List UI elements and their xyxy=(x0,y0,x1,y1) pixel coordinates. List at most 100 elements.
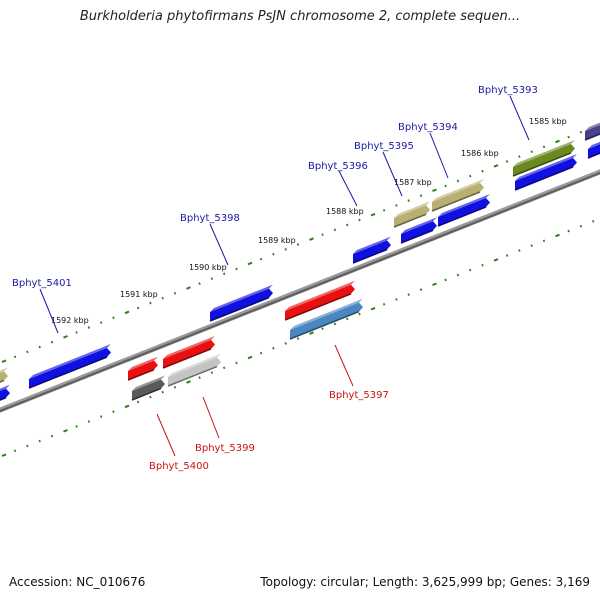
lower-tick-mark xyxy=(161,390,164,394)
upper-tick-mark xyxy=(75,331,78,334)
gene-partial-right-top xyxy=(585,122,600,131)
gene-bphyt-5393[interactable] xyxy=(512,139,575,177)
gene-partial-right-sub-top xyxy=(588,141,600,149)
gene-bphyt-5393-face xyxy=(513,143,575,176)
gene-bphyt-5398[interactable] xyxy=(209,284,273,322)
upper-tick-mark xyxy=(555,139,560,144)
gene-labels: Bphyt_5393 Bphyt_5394 Bphyt_5395 Bphyt_5… xyxy=(12,85,538,472)
upper-tick-mark xyxy=(50,340,54,344)
upper-tick-mark xyxy=(542,145,546,149)
gene-bphyt-5394-top xyxy=(432,178,484,202)
gene-label-bphyt-5396[interactable]: Bphyt_5396 xyxy=(308,161,368,172)
upper-tick-mark xyxy=(419,194,423,198)
leader-line-bphyt-5401 xyxy=(39,288,59,334)
upper-tick-mark xyxy=(136,306,140,310)
upper-tick-mark xyxy=(530,150,533,154)
gene-bphyt-5400-sub-top xyxy=(132,375,165,391)
upper-tick-mark xyxy=(100,321,103,324)
gene-partial-right-face xyxy=(585,125,600,140)
lower-tick-mark xyxy=(407,293,410,296)
gene-bphyt-5393-sub-top xyxy=(515,153,577,181)
gene-bphyt-5401-shadow xyxy=(28,356,108,389)
gene-bphyt-5399-sub-face xyxy=(168,357,221,386)
gene-bphyt-5396[interactable] xyxy=(352,236,391,264)
gene-label-bphyt-5394[interactable]: Bphyt_5394 xyxy=(398,122,458,133)
gene-partial-left-sub-shadow xyxy=(0,396,7,401)
lower-tick-mark xyxy=(223,366,226,370)
gene-label-bphyt-5398[interactable]: Bphyt_5398 xyxy=(180,213,240,224)
gene-bphyt-5393-sub-shadow xyxy=(514,166,574,191)
leader-line-bphyt-5400 xyxy=(156,413,176,457)
gene-bphyt-5395-sub-top xyxy=(401,217,437,234)
upper-tick-mark xyxy=(284,248,287,251)
gene-bphyt-5394-sub[interactable] xyxy=(437,193,490,227)
upper-tick-mark xyxy=(382,208,386,212)
upper-tick-mark xyxy=(247,261,253,266)
gene-bphyt-5399[interactable] xyxy=(162,335,215,369)
gene-bphyt-5398-face xyxy=(210,288,273,321)
gene-partial-right[interactable] xyxy=(584,121,600,141)
gene-bphyt-5397-sub[interactable] xyxy=(289,298,363,340)
gene-bphyt-5394[interactable] xyxy=(431,178,484,212)
gene-label-bphyt-5401[interactable]: Bphyt_5401 xyxy=(12,278,72,289)
gene-label-bphyt-5399[interactable]: Bphyt_5399 xyxy=(195,443,255,454)
scale-label: 1592 kbp xyxy=(51,316,89,325)
scale-label: 1590 kbp xyxy=(189,263,227,272)
upper-tick-mark xyxy=(567,135,570,139)
lower-tick-mark xyxy=(432,282,437,287)
chromosome-backbone-shadow xyxy=(0,171,600,413)
upper-tick-mark xyxy=(370,212,376,217)
lower-tick-track xyxy=(1,219,595,457)
lower-tick-mark xyxy=(149,395,152,399)
gene-label-bphyt-5393[interactable]: Bphyt_5393 xyxy=(478,85,538,96)
upper-tick-mark xyxy=(87,326,91,329)
gene-bphyt-5397-sub-shadow xyxy=(289,310,360,340)
gene-bphyt-5397[interactable] xyxy=(284,280,355,321)
upper-tick-mark xyxy=(1,359,7,363)
gene-bphyt-5393-sub-face xyxy=(515,157,577,190)
gene-bphyt-5398-top xyxy=(210,284,273,312)
lower-tick-mark xyxy=(333,322,337,326)
scale-label: 1586 kbp xyxy=(461,149,499,158)
gene-bphyt-5397-top xyxy=(285,280,355,311)
upper-tick-mark xyxy=(63,335,68,339)
lower-tick-mark xyxy=(247,355,253,360)
gene-partial-left-sub-top xyxy=(0,384,10,392)
gene-bphyt-5395[interactable] xyxy=(393,201,430,228)
leader-line-bphyt-5397 xyxy=(334,344,354,387)
gene-partial-right-sub-shadow xyxy=(587,152,600,159)
map-title: Burkholderia phytofirmans PsJN chromosom… xyxy=(79,9,521,24)
gene-bphyt-5395-sub[interactable] xyxy=(400,217,437,244)
gene-partial-right-sub-face xyxy=(588,144,600,158)
lower-tick-mark xyxy=(26,444,29,448)
gene-bphyt-5393-sub[interactable] xyxy=(514,153,577,191)
gene-features[interactable] xyxy=(0,121,600,404)
gene-bphyt-5394-shadow xyxy=(431,191,481,212)
gene-partial-left[interactable] xyxy=(0,367,8,386)
lower-tick-mark xyxy=(284,342,287,345)
gene-partial-right-sub[interactable] xyxy=(587,139,600,159)
gene-bphyt-5395-face xyxy=(394,205,430,227)
gene-partial-left-sub[interactable] xyxy=(0,384,10,404)
upper-tick-mark xyxy=(518,155,521,158)
lower-tick-mark xyxy=(87,420,91,423)
gene-bphyt-5397-shadow xyxy=(284,293,352,321)
upper-tick-mark xyxy=(13,355,17,359)
gene-bphyt-5401-top xyxy=(29,344,111,379)
topology-text: Topology: circular; Length: 3,625,999 bp… xyxy=(260,575,590,589)
upper-tick-mark xyxy=(333,228,337,232)
leader-line-bphyt-5399 xyxy=(202,396,220,439)
gene-label-bphyt-5400[interactable]: Bphyt_5400 xyxy=(149,461,209,472)
accession-text: Accession: NC_010676 xyxy=(9,575,146,589)
gene-label-bphyt-5395[interactable]: Bphyt_5395 xyxy=(354,141,414,152)
lower-tick-mark xyxy=(419,288,423,292)
gene-bphyt-5399-sub[interactable] xyxy=(167,353,221,387)
gene-bphyt-5400-sub[interactable] xyxy=(131,375,165,401)
gene-label-bphyt-5397[interactable]: Bphyt_5397 xyxy=(329,390,389,401)
lower-tick-mark xyxy=(579,224,583,228)
lower-tick-mark xyxy=(395,298,398,301)
gene-bphyt-5401[interactable] xyxy=(28,344,111,389)
gene-bphyt-5400[interactable] xyxy=(127,356,158,381)
